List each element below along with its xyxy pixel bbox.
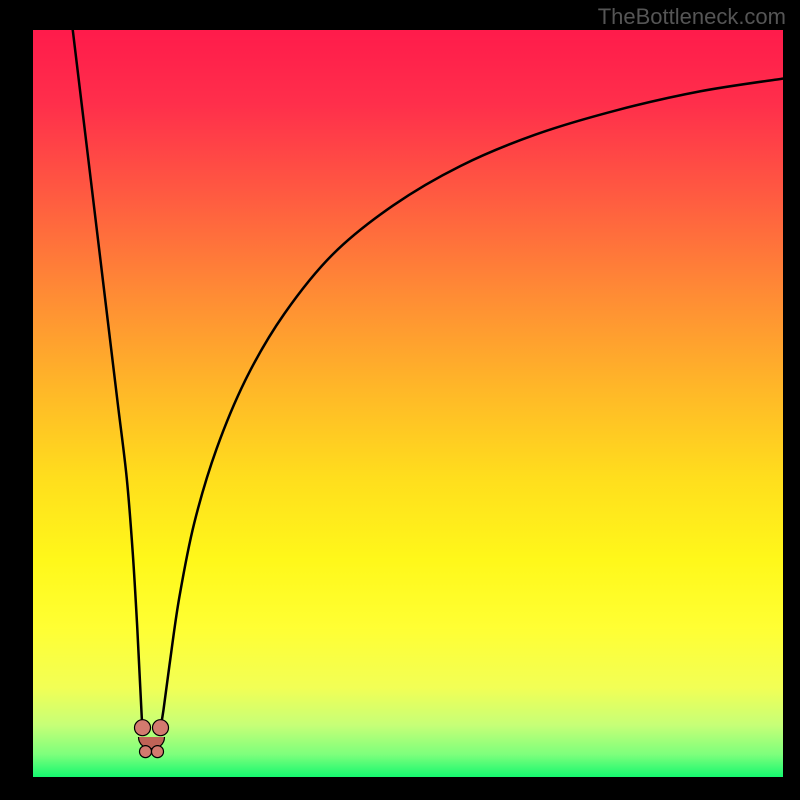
plot-background [33, 30, 783, 777]
marker-dot [153, 720, 169, 736]
marker-dot [140, 746, 152, 758]
marker-dot [135, 720, 151, 736]
chart-container: TheBottleneck.com [0, 0, 800, 800]
watermark-label: TheBottleneck.com [598, 4, 786, 30]
chart-svg [0, 0, 800, 800]
marker-dot [152, 746, 164, 758]
